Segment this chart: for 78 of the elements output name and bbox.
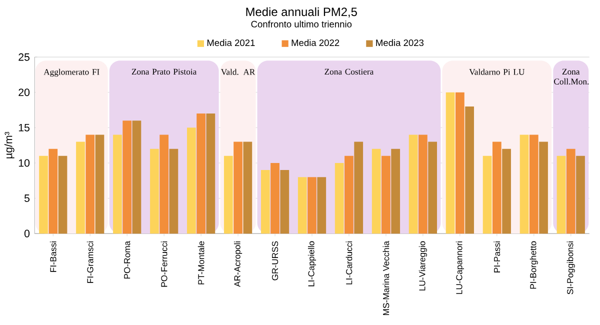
x-tick-label: FI-Gramsci	[86, 241, 94, 283]
bar	[308, 176, 316, 234]
x-tick-label: PI-Passi	[494, 241, 500, 272]
bar	[465, 106, 474, 234]
bar	[529, 134, 538, 234]
bar	[576, 156, 585, 234]
bar	[298, 176, 307, 234]
y-axis-title: µg/m³	[4, 132, 14, 158]
y-tick-label: 0	[24, 230, 30, 238]
bar	[48, 148, 58, 234]
bar	[280, 170, 290, 234]
x-tick-label: GR-URSS	[272, 241, 278, 280]
x-tick-label: PO-Ferrucci	[160, 241, 168, 286]
bar	[206, 113, 216, 234]
bar	[408, 134, 418, 234]
legend-label: Media 2023	[376, 39, 424, 46]
bar	[39, 156, 48, 234]
bar	[428, 142, 438, 234]
x-tick-label: MS-Marina Vecchia	[382, 240, 390, 315]
bar	[418, 134, 428, 234]
y-tick-label: 25	[18, 53, 30, 61]
bar	[354, 142, 364, 234]
bar	[344, 156, 354, 234]
bar	[58, 156, 68, 234]
chart-title: Medie annuali PM2,5	[246, 7, 357, 18]
bar	[113, 134, 122, 234]
bar	[317, 176, 326, 234]
bar	[169, 148, 178, 234]
x-tick-label: LI-Carducci	[346, 241, 352, 284]
x-tick-label: LU-Capannori	[456, 241, 464, 294]
bar	[160, 134, 169, 234]
band-label: Agglomerato FI	[44, 68, 100, 76]
bar	[122, 120, 132, 234]
bar	[86, 134, 95, 234]
y-tick-label: 15	[18, 124, 30, 132]
bar	[556, 156, 566, 234]
x-tick-label: PI-Borghetto	[530, 241, 538, 288]
bar	[566, 148, 576, 234]
y-tick-label: 10	[18, 158, 30, 166]
y-tick-label: 5	[24, 194, 30, 202]
bar	[455, 92, 464, 234]
bar	[391, 148, 400, 234]
bar	[196, 113, 206, 234]
bar	[446, 92, 455, 234]
x-tick-label: AR-Acropoli	[234, 241, 242, 287]
band-label: Vald. AR	[221, 68, 256, 75]
bar	[243, 142, 252, 234]
bar	[132, 120, 142, 234]
bar	[224, 156, 233, 234]
chart-subtitle: Confronto ultimo triennio	[251, 20, 352, 28]
bar	[492, 142, 502, 234]
bar	[539, 142, 548, 234]
bar	[502, 148, 511, 234]
x-tick-label: PO-Roma	[124, 240, 130, 278]
bar	[382, 156, 390, 234]
x-tick-label: FI-Bassi	[50, 241, 56, 272]
bar	[520, 134, 529, 234]
band-label: Zona Costiera	[324, 68, 374, 74]
y-tick-label: 20	[18, 88, 30, 96]
x-tick-label: LI-Cappiello	[308, 241, 316, 286]
band-label: Zona Coll.Mon.	[554, 68, 589, 84]
bar	[334, 162, 344, 234]
bar	[372, 148, 381, 234]
legend-label: Media 2022	[292, 39, 340, 46]
x-tick-label: LU-Viareggio	[418, 241, 427, 290]
bar	[234, 142, 242, 234]
bar	[76, 142, 85, 234]
x-tick-label: PT-Montale	[198, 241, 204, 284]
bar	[270, 162, 280, 234]
bar	[482, 156, 492, 234]
bar	[260, 170, 270, 234]
band-label: Valdarno Pi LU	[469, 68, 525, 75]
legend-label: Media 2021	[207, 39, 255, 46]
bar	[150, 148, 159, 234]
x-tick-label: SI-Poggibonsi	[566, 241, 575, 294]
band-label: Zona Prato Pistoia	[132, 68, 197, 74]
bar	[187, 127, 196, 234]
bar	[95, 134, 104, 234]
